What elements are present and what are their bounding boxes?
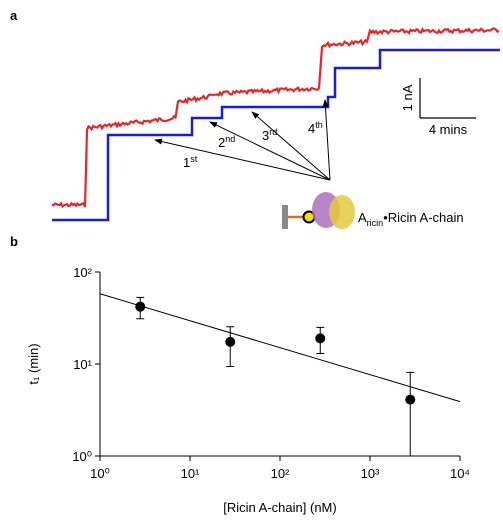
scale-y-label: 1 nA <box>400 84 415 111</box>
ordinal-number: 2 <box>218 135 225 150</box>
data-point <box>225 336 236 347</box>
x-tick-label: 10⁰ <box>90 466 110 481</box>
panel-label: a <box>10 8 18 23</box>
data-point <box>315 333 326 344</box>
complex-icon <box>282 192 355 229</box>
step-label: 4th <box>308 120 323 136</box>
y-tick-label: 10¹ <box>73 357 92 372</box>
current-trace <box>51 27 500 209</box>
scale-bar <box>419 78 476 119</box>
complex-label: Aricin•Ricin A-chain <box>358 210 464 228</box>
y-tick-label: 10⁰ <box>72 449 92 464</box>
step-label: 2nd <box>218 134 235 150</box>
arrows <box>154 99 331 181</box>
x-tick-label: 10² <box>271 466 290 481</box>
data-point <box>135 301 146 312</box>
panel-label: b <box>10 234 18 249</box>
x-axis-label: [Ricin A-chain] (nM) <box>223 500 336 515</box>
x-tick-label: 10¹ <box>181 466 200 481</box>
error-bar <box>406 371 415 457</box>
step-labels: 1st 2nd 3rd 4th <box>183 120 323 170</box>
y-axis-label: t₁ (min) <box>26 343 41 384</box>
ordinal-number: 4 <box>308 121 315 136</box>
step-label: 1st <box>183 154 198 170</box>
data-point <box>405 394 416 405</box>
y-tick-label: 10² <box>73 265 92 280</box>
step-label: 3rd <box>262 127 277 143</box>
ordinal-suffix: st <box>190 154 198 164</box>
ordinal-suffix: rd <box>269 127 277 137</box>
ordinal-suffix: th <box>315 120 323 130</box>
plot: 10⁰ 10¹ 10² 10³ 10⁴ 10⁰ 10¹ 10² [Ricin A-chain] … <box>26 265 470 515</box>
ordinal-number: 3 <box>262 128 269 143</box>
x-tick-label: 10⁴ <box>450 466 470 481</box>
step-trace <box>52 48 500 222</box>
scale-x-label: 4 mins <box>429 122 468 137</box>
ordinal-number: 1 <box>183 155 190 170</box>
fit-line <box>99 293 461 403</box>
x-tick-label: 10³ <box>361 466 380 481</box>
ordinal-suffix: nd <box>225 134 235 144</box>
